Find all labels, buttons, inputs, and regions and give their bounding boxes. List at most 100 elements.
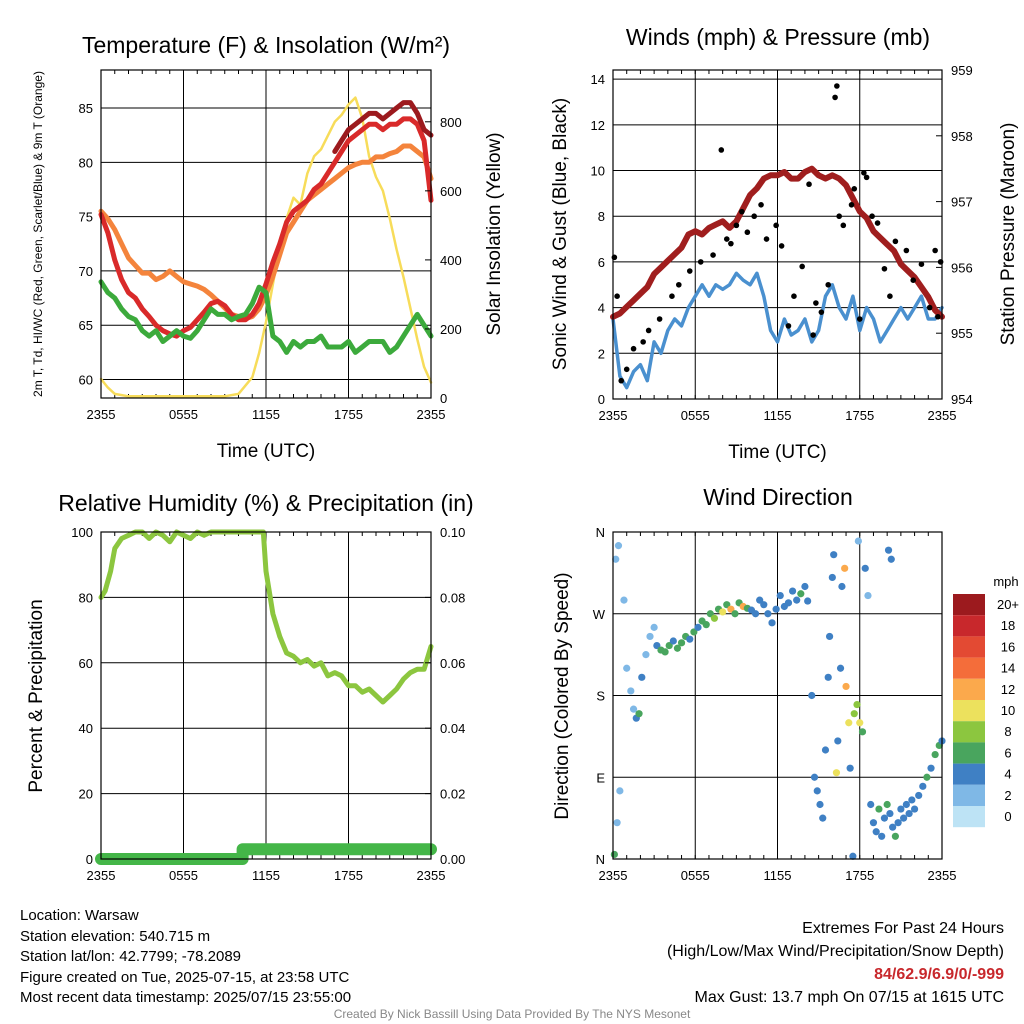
direction-point [824, 673, 832, 681]
direction-point [719, 608, 727, 616]
gust-point [758, 201, 764, 208]
location-text: Location: Warsaw [20, 907, 139, 924]
y2-tick-label: 956 [951, 260, 973, 275]
direction-point [856, 719, 864, 727]
direction-point [677, 639, 686, 647]
gust-point [892, 238, 899, 245]
gust-point [623, 366, 630, 373]
direction-point [867, 800, 875, 809]
direction-point [638, 673, 646, 681]
y-tick-label: 70 [79, 264, 93, 279]
gust-point [932, 247, 938, 254]
y-tick-label: 12 [591, 118, 605, 133]
colorbar-label: 12 [1001, 682, 1015, 697]
chart-title-winds: Winds (mph) & Pressure (mb) [626, 24, 930, 50]
direction-point [673, 644, 682, 652]
x-tick-label: 0555 [169, 868, 198, 883]
direction-point [853, 700, 861, 709]
gust-point [874, 220, 881, 226]
direction-point [908, 796, 916, 804]
direction-point [915, 791, 923, 800]
y-tick-label: 80 [79, 155, 93, 170]
gust-point [856, 316, 863, 322]
direction-point [764, 610, 772, 618]
direction-point [861, 564, 869, 572]
direction-point [816, 800, 824, 809]
direction-point [788, 587, 797, 595]
gust-point [778, 243, 785, 249]
colorbar-label: 20+ [997, 597, 1019, 612]
gust-point [818, 309, 825, 315]
gust-point [869, 213, 875, 220]
direction-point [875, 805, 883, 813]
direction-point [694, 623, 702, 631]
x-tick-label: 2355 [87, 407, 116, 422]
y-axis-label-direction: Direction (Colored By Speed) [552, 572, 573, 819]
direction-point [905, 809, 913, 818]
direction-point [830, 551, 838, 559]
x-tick-label: 0555 [681, 408, 710, 423]
direction-point [889, 823, 897, 831]
y2-tick-label: 0.02 [440, 787, 465, 802]
direction-point [819, 814, 827, 822]
gust-point [656, 316, 663, 322]
y-tick-label: E [596, 770, 605, 785]
y-tick-label: 20 [79, 787, 93, 802]
plot-frame [100, 69, 432, 399]
direction-point [838, 582, 846, 591]
y-tick-label: 2 [598, 346, 605, 361]
direction-point [880, 814, 889, 822]
gust-point [910, 277, 917, 283]
direction-point [635, 710, 643, 718]
gust-point [832, 94, 838, 101]
y-tick-label: 0 [86, 852, 93, 867]
x-tick-label: 2355 [599, 868, 628, 883]
y-tick-label: W [593, 607, 606, 622]
series-sonic-wind [611, 271, 944, 390]
gust-point [669, 293, 675, 299]
direction-point [836, 664, 845, 672]
direction-point [891, 832, 899, 840]
direction-point [810, 773, 819, 781]
direction-point [669, 637, 677, 645]
y2-tick-label: 800 [440, 115, 462, 130]
y2-tick-label: 954 [951, 392, 973, 407]
direction-point [846, 764, 854, 772]
direction-point [661, 648, 669, 656]
direction-point [884, 546, 893, 554]
gust-point [773, 222, 779, 229]
gust-point [799, 263, 805, 270]
latlon-text: Station lat/lon: 42.7799; -78.2089 [20, 948, 242, 965]
gust-point [813, 300, 819, 306]
x-tick-label: 1155 [764, 408, 792, 423]
gust-point [840, 222, 847, 229]
direction-point [887, 555, 895, 563]
direction-point [614, 542, 623, 550]
gust-point [640, 339, 646, 345]
y2-tick-label: 0.06 [440, 656, 465, 671]
direction-point [642, 651, 650, 659]
direction-point [646, 632, 654, 641]
gust-point [918, 261, 925, 268]
colorbar-swatch [953, 721, 985, 743]
created-text: Figure created on Tue, 2025-07-15, at 23… [20, 968, 350, 986]
direction-point [841, 564, 849, 572]
series-td [98, 279, 434, 355]
direction-point [793, 596, 801, 604]
gust-point [926, 304, 933, 311]
direction-point [900, 814, 908, 822]
x-tick-label: 0555 [681, 868, 710, 883]
y2-tick-label: 959 [951, 63, 973, 78]
direction-point [616, 787, 624, 795]
x-tick-label: 1155 [252, 407, 280, 422]
direction-point [834, 737, 842, 745]
gust-point [728, 240, 734, 247]
gust-point [806, 181, 812, 188]
direction-point [772, 605, 780, 613]
direction-point [808, 691, 816, 700]
series-relative-humidity [98, 529, 434, 705]
direction-point [878, 832, 886, 840]
gust-point [848, 201, 855, 208]
direction-point [760, 601, 768, 609]
